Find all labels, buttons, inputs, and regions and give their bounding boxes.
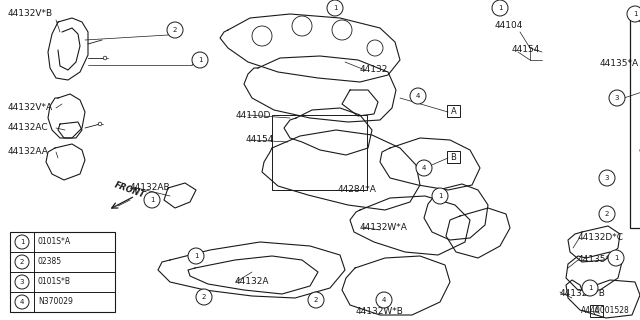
Circle shape	[438, 194, 442, 198]
Text: 44154: 44154	[246, 135, 275, 145]
Text: 1: 1	[150, 197, 154, 203]
Text: 1: 1	[333, 5, 337, 11]
Circle shape	[15, 255, 29, 269]
Text: 1: 1	[198, 57, 202, 63]
Text: 44110D: 44110D	[236, 110, 271, 119]
Circle shape	[188, 248, 204, 264]
Text: N370029: N370029	[38, 298, 73, 307]
Circle shape	[608, 250, 624, 266]
Circle shape	[492, 0, 508, 16]
Circle shape	[627, 6, 640, 22]
Circle shape	[308, 292, 324, 308]
Bar	[10, 232, 115, 312]
Text: 1: 1	[438, 193, 442, 199]
Text: 1: 1	[588, 285, 592, 291]
Bar	[447, 105, 460, 117]
Text: 44132: 44132	[360, 66, 388, 75]
Circle shape	[599, 170, 615, 186]
Text: 2: 2	[605, 211, 609, 217]
Text: 3: 3	[615, 95, 620, 101]
Text: 1: 1	[633, 11, 637, 17]
Circle shape	[416, 160, 432, 176]
Text: 2: 2	[173, 27, 177, 33]
Circle shape	[582, 280, 598, 296]
Text: 1: 1	[20, 239, 24, 245]
Text: 44104: 44104	[495, 21, 524, 30]
Text: 44132A: 44132A	[235, 277, 269, 286]
Text: 0101S*B: 0101S*B	[38, 277, 71, 286]
Text: FRONT: FRONT	[113, 180, 147, 200]
Text: 4: 4	[20, 299, 24, 305]
Text: 4: 4	[382, 297, 386, 303]
Text: 44132AA: 44132AA	[8, 148, 49, 156]
Bar	[272, 115, 367, 190]
Circle shape	[609, 90, 625, 106]
Bar	[447, 151, 460, 163]
Circle shape	[194, 254, 198, 258]
Text: 4: 4	[416, 93, 420, 99]
Text: 2: 2	[202, 294, 206, 300]
Circle shape	[314, 298, 318, 302]
Text: 4: 4	[422, 165, 426, 171]
Text: 2: 2	[314, 297, 318, 303]
Circle shape	[167, 22, 183, 38]
Circle shape	[196, 289, 212, 305]
Text: 44132D*C: 44132D*C	[578, 233, 624, 242]
Circle shape	[410, 88, 426, 104]
Circle shape	[15, 295, 29, 309]
Text: 44132V*A: 44132V*A	[8, 103, 53, 113]
Circle shape	[15, 275, 29, 289]
Circle shape	[599, 206, 615, 222]
Text: A440001528: A440001528	[581, 306, 630, 315]
Text: 1: 1	[194, 253, 198, 259]
Text: 1: 1	[614, 255, 618, 261]
Text: A: A	[594, 307, 600, 316]
Circle shape	[98, 122, 102, 126]
Circle shape	[15, 235, 29, 249]
Text: 1: 1	[498, 5, 502, 11]
Circle shape	[144, 192, 160, 208]
Text: 44284*A: 44284*A	[338, 186, 377, 195]
Circle shape	[103, 56, 107, 60]
Text: 44132AB: 44132AB	[130, 183, 171, 193]
Text: 44154: 44154	[512, 45, 540, 54]
Text: 3: 3	[605, 175, 609, 181]
Circle shape	[614, 256, 618, 260]
Circle shape	[416, 94, 420, 98]
Bar	[630, 8, 640, 228]
Bar	[590, 305, 603, 317]
Text: 44135*C: 44135*C	[578, 255, 617, 265]
Circle shape	[327, 0, 343, 16]
Text: 44132D*B: 44132D*B	[560, 290, 606, 299]
Text: 44132W*A: 44132W*A	[360, 223, 408, 233]
Text: 3: 3	[20, 279, 24, 285]
Circle shape	[382, 298, 386, 302]
Text: 2: 2	[20, 259, 24, 265]
Circle shape	[202, 295, 206, 299]
Text: 44132W*B: 44132W*B	[356, 308, 404, 316]
Circle shape	[192, 52, 208, 68]
Circle shape	[376, 292, 392, 308]
Text: B: B	[451, 153, 456, 162]
Text: 0101S*A: 0101S*A	[38, 237, 71, 246]
Text: A: A	[451, 107, 456, 116]
Circle shape	[588, 286, 592, 290]
Text: 44135*A: 44135*A	[600, 60, 639, 68]
Circle shape	[432, 188, 448, 204]
Text: 02385: 02385	[38, 258, 62, 267]
Text: 44132AC: 44132AC	[8, 124, 49, 132]
Text: 44132V*B: 44132V*B	[8, 10, 53, 19]
